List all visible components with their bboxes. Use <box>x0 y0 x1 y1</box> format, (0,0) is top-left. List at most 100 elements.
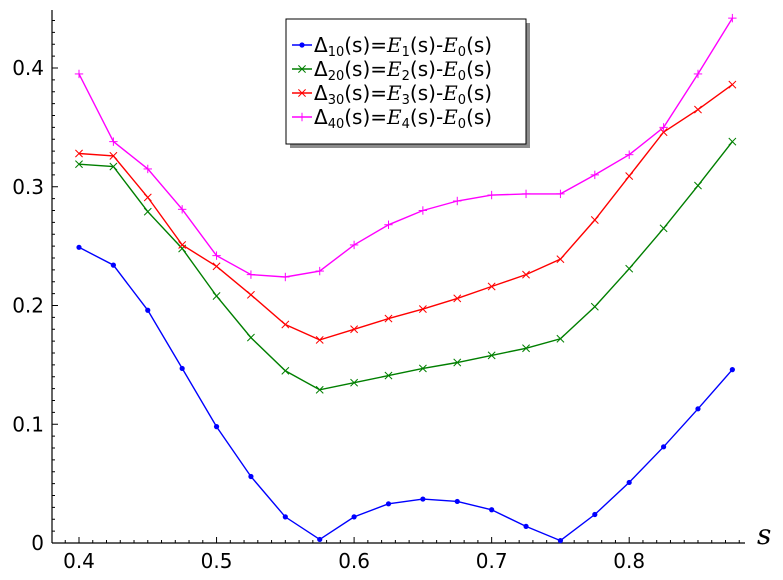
data-point <box>384 371 393 380</box>
series-layer <box>74 13 737 544</box>
data-point <box>75 149 83 158</box>
data-point <box>143 207 152 216</box>
data-point <box>384 314 393 323</box>
data-point <box>626 479 632 486</box>
data-point <box>212 251 221 260</box>
data-point <box>453 294 462 303</box>
data-point <box>592 511 598 518</box>
data-point <box>728 80 737 89</box>
data-point <box>729 367 735 373</box>
data-point <box>315 385 324 394</box>
y-tick-label: 0.2 <box>12 294 44 318</box>
data-point <box>523 523 529 529</box>
data-point <box>282 514 288 520</box>
data-point <box>625 172 634 181</box>
data-point <box>351 514 357 520</box>
series-2 <box>75 137 737 394</box>
data-point <box>418 364 427 373</box>
data-point <box>212 292 221 300</box>
data-point <box>660 444 667 450</box>
data-point <box>487 282 496 291</box>
data-point <box>694 181 702 190</box>
legend-box <box>285 18 527 145</box>
data-point <box>590 302 599 311</box>
data-point <box>695 406 701 412</box>
data-point <box>487 351 496 360</box>
series-1 <box>76 244 735 544</box>
data-point <box>556 255 565 264</box>
x-axis-label: s <box>757 518 771 551</box>
legend: Δ10(s)=E1(s)-E0(s)Δ20(s)=E2(s)-E0(s)Δ30(… <box>285 18 530 148</box>
data-point <box>420 496 426 502</box>
series-line <box>78 141 733 391</box>
data-point <box>454 498 460 505</box>
legend-marker <box>297 112 307 122</box>
data-point <box>178 240 187 249</box>
data-point <box>76 244 82 250</box>
data-point <box>315 335 324 344</box>
data-point <box>109 137 118 146</box>
x-tick-label: 0.5 <box>201 549 233 573</box>
legend-marker <box>298 89 306 97</box>
data-point <box>145 307 151 313</box>
data-point <box>317 536 323 543</box>
data-point <box>109 162 118 171</box>
data-point <box>179 365 185 372</box>
data-point <box>418 206 428 215</box>
data-point <box>143 193 152 202</box>
data-point <box>385 501 392 507</box>
data-point <box>625 264 634 273</box>
data-point <box>590 170 600 180</box>
data-point <box>315 266 324 276</box>
data-point <box>693 69 703 79</box>
legend-marker <box>298 65 306 73</box>
y-tick-label: 0.1 <box>12 412 44 436</box>
data-point <box>350 378 359 387</box>
data-point <box>522 344 530 353</box>
legend-item-4: Δ40(s)=E4(s)-E0(s) <box>292 105 492 132</box>
series-line <box>78 17 733 278</box>
data-point <box>110 262 116 268</box>
data-point <box>556 334 565 343</box>
data-point <box>453 358 462 367</box>
x-tick-label: 0.6 <box>338 549 370 573</box>
data-point <box>384 220 393 229</box>
axes: 0.4 0.5 0.6 0.7 0.8 0 0.1 0.2 0.3 0.4 s <box>12 10 771 573</box>
y-tick-label: 0.4 <box>12 56 44 80</box>
data-point <box>453 196 462 206</box>
data-point <box>694 105 702 114</box>
data-point <box>489 507 495 513</box>
data-point <box>246 290 255 299</box>
data-point <box>556 189 565 199</box>
legend-label: Δ20(s)=E2(s)-E0(s) <box>314 57 492 84</box>
y-tick-label: 0.3 <box>12 175 44 199</box>
series-4 <box>74 13 737 282</box>
data-point <box>177 205 187 214</box>
legend-marker <box>299 42 305 48</box>
y-tick-label: 0 <box>31 531 44 555</box>
legend-label: Δ30(s)=E3(s)-E0(s) <box>314 81 492 108</box>
data-point <box>728 137 737 146</box>
series-3 <box>75 80 737 344</box>
legend-item-1: Δ10(s)=E1(s)-E0(s) <box>292 33 492 60</box>
data-point <box>659 123 668 132</box>
data-point <box>349 240 359 250</box>
x-tick-label: 0.7 <box>476 549 508 573</box>
data-point <box>74 69 84 79</box>
data-point <box>75 160 83 169</box>
x-tick-label: 0.8 <box>613 549 645 573</box>
data-point <box>728 13 737 23</box>
data-point <box>213 424 220 430</box>
data-point <box>418 305 427 314</box>
series-line <box>78 246 733 542</box>
data-point <box>522 270 530 279</box>
data-point <box>557 538 564 544</box>
data-point <box>281 366 290 375</box>
legend-item-3: Δ30(s)=E3(s)-E0(s) <box>292 81 492 108</box>
data-point <box>143 164 152 174</box>
data-point <box>248 473 254 480</box>
legend-label: Δ40(s)=E4(s)-E0(s) <box>314 105 492 132</box>
series-line <box>78 84 733 341</box>
data-point <box>281 272 290 282</box>
